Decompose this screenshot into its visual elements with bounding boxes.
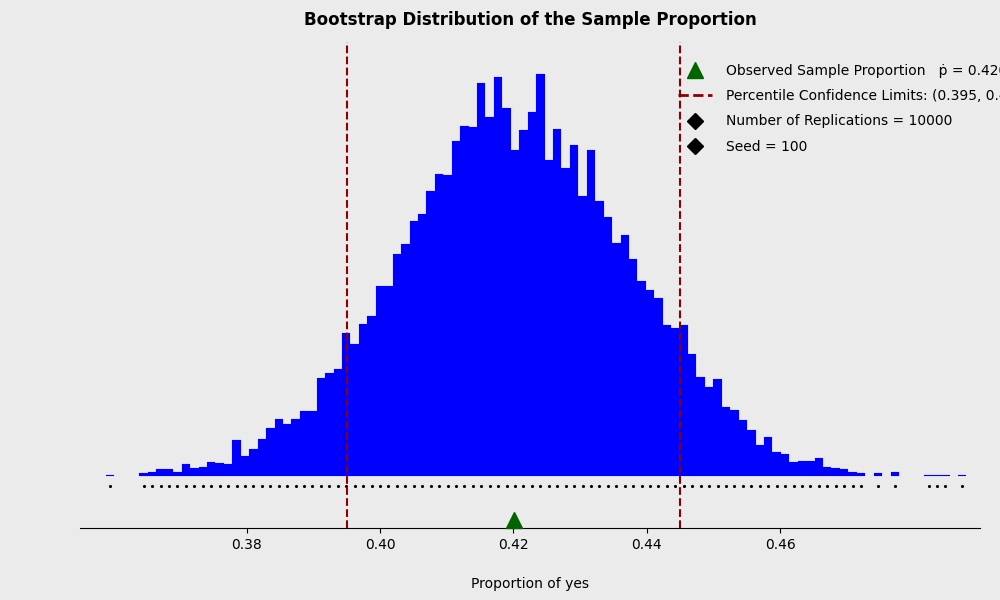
Bar bbox=[350, 344, 359, 476]
Bar bbox=[460, 126, 469, 476]
Bar bbox=[848, 472, 857, 476]
Bar bbox=[781, 454, 789, 476]
Bar bbox=[511, 150, 519, 476]
Bar bbox=[747, 430, 756, 476]
Bar bbox=[612, 242, 621, 476]
Bar bbox=[258, 439, 266, 476]
Bar bbox=[325, 373, 334, 476]
Bar bbox=[730, 410, 739, 476]
Bar bbox=[933, 475, 941, 476]
Bar bbox=[646, 290, 654, 476]
Bar bbox=[536, 74, 545, 476]
Bar bbox=[494, 77, 502, 476]
Bar bbox=[941, 475, 950, 476]
Bar bbox=[680, 325, 688, 476]
Bar bbox=[604, 217, 612, 476]
Bar bbox=[485, 117, 494, 476]
Bar bbox=[384, 286, 393, 476]
Bar bbox=[215, 463, 224, 476]
Bar bbox=[789, 462, 798, 476]
Bar bbox=[857, 473, 865, 476]
Bar bbox=[958, 475, 966, 476]
Bar bbox=[249, 449, 258, 476]
Bar bbox=[663, 325, 671, 476]
Bar bbox=[452, 141, 460, 476]
Bar bbox=[207, 462, 215, 476]
Bar bbox=[241, 455, 249, 476]
Bar bbox=[587, 150, 595, 476]
Bar bbox=[570, 145, 578, 476]
Bar bbox=[275, 419, 283, 476]
Bar bbox=[426, 191, 435, 476]
Bar bbox=[232, 440, 241, 476]
Bar bbox=[393, 254, 401, 476]
X-axis label: Proportion of yes: Proportion of yes bbox=[471, 577, 589, 591]
Title: Bootstrap Distribution of the Sample Proportion: Bootstrap Distribution of the Sample Pro… bbox=[304, 11, 756, 29]
Bar bbox=[764, 437, 772, 476]
Legend: Observed Sample Proportion   ṗ = 0.420127, Percentile Confidence Limits: (0.395,: Observed Sample Proportion ṗ = 0.420127,… bbox=[672, 59, 1000, 159]
Bar bbox=[722, 407, 730, 476]
Bar bbox=[553, 128, 561, 476]
Bar bbox=[595, 201, 604, 476]
Bar bbox=[578, 196, 587, 476]
Bar bbox=[823, 467, 831, 476]
Bar bbox=[671, 328, 680, 476]
Bar bbox=[815, 458, 823, 476]
Bar bbox=[342, 332, 350, 476]
Bar bbox=[696, 377, 705, 476]
Bar bbox=[629, 259, 637, 476]
Bar bbox=[519, 130, 528, 476]
Bar bbox=[621, 235, 629, 476]
Bar bbox=[561, 168, 570, 476]
Bar bbox=[806, 461, 815, 476]
Bar bbox=[502, 109, 511, 476]
Bar bbox=[190, 468, 199, 476]
Bar bbox=[798, 461, 806, 476]
Bar bbox=[874, 473, 882, 476]
Bar bbox=[376, 286, 384, 476]
Bar bbox=[772, 452, 781, 476]
Bar bbox=[688, 354, 696, 476]
Bar bbox=[308, 411, 317, 476]
Bar bbox=[165, 469, 173, 476]
Bar bbox=[756, 445, 764, 476]
Bar bbox=[840, 469, 848, 476]
Bar bbox=[317, 378, 325, 476]
Bar bbox=[477, 83, 485, 476]
Bar bbox=[148, 472, 156, 476]
Bar bbox=[266, 428, 275, 476]
Bar bbox=[334, 370, 342, 476]
Bar bbox=[410, 221, 418, 476]
Bar bbox=[637, 281, 646, 476]
Bar bbox=[106, 475, 114, 476]
Bar bbox=[705, 387, 713, 476]
Bar bbox=[182, 464, 190, 476]
Bar bbox=[300, 411, 308, 476]
Bar bbox=[545, 160, 553, 476]
Bar bbox=[435, 174, 443, 476]
Bar bbox=[359, 324, 367, 476]
Bar bbox=[443, 175, 452, 476]
Bar bbox=[528, 112, 536, 476]
Bar bbox=[283, 424, 291, 476]
Bar bbox=[831, 468, 840, 476]
Bar bbox=[199, 467, 207, 476]
Bar bbox=[924, 475, 933, 476]
Bar bbox=[156, 469, 165, 476]
Bar bbox=[224, 464, 232, 476]
Bar bbox=[654, 298, 663, 476]
Bar bbox=[891, 472, 899, 476]
Bar bbox=[139, 473, 148, 476]
Bar bbox=[401, 244, 410, 476]
Bar bbox=[418, 214, 426, 476]
Bar bbox=[173, 472, 182, 476]
Bar bbox=[739, 420, 747, 476]
Bar bbox=[469, 127, 477, 476]
Bar bbox=[713, 379, 722, 476]
Bar bbox=[367, 316, 376, 476]
Bar bbox=[291, 419, 300, 476]
